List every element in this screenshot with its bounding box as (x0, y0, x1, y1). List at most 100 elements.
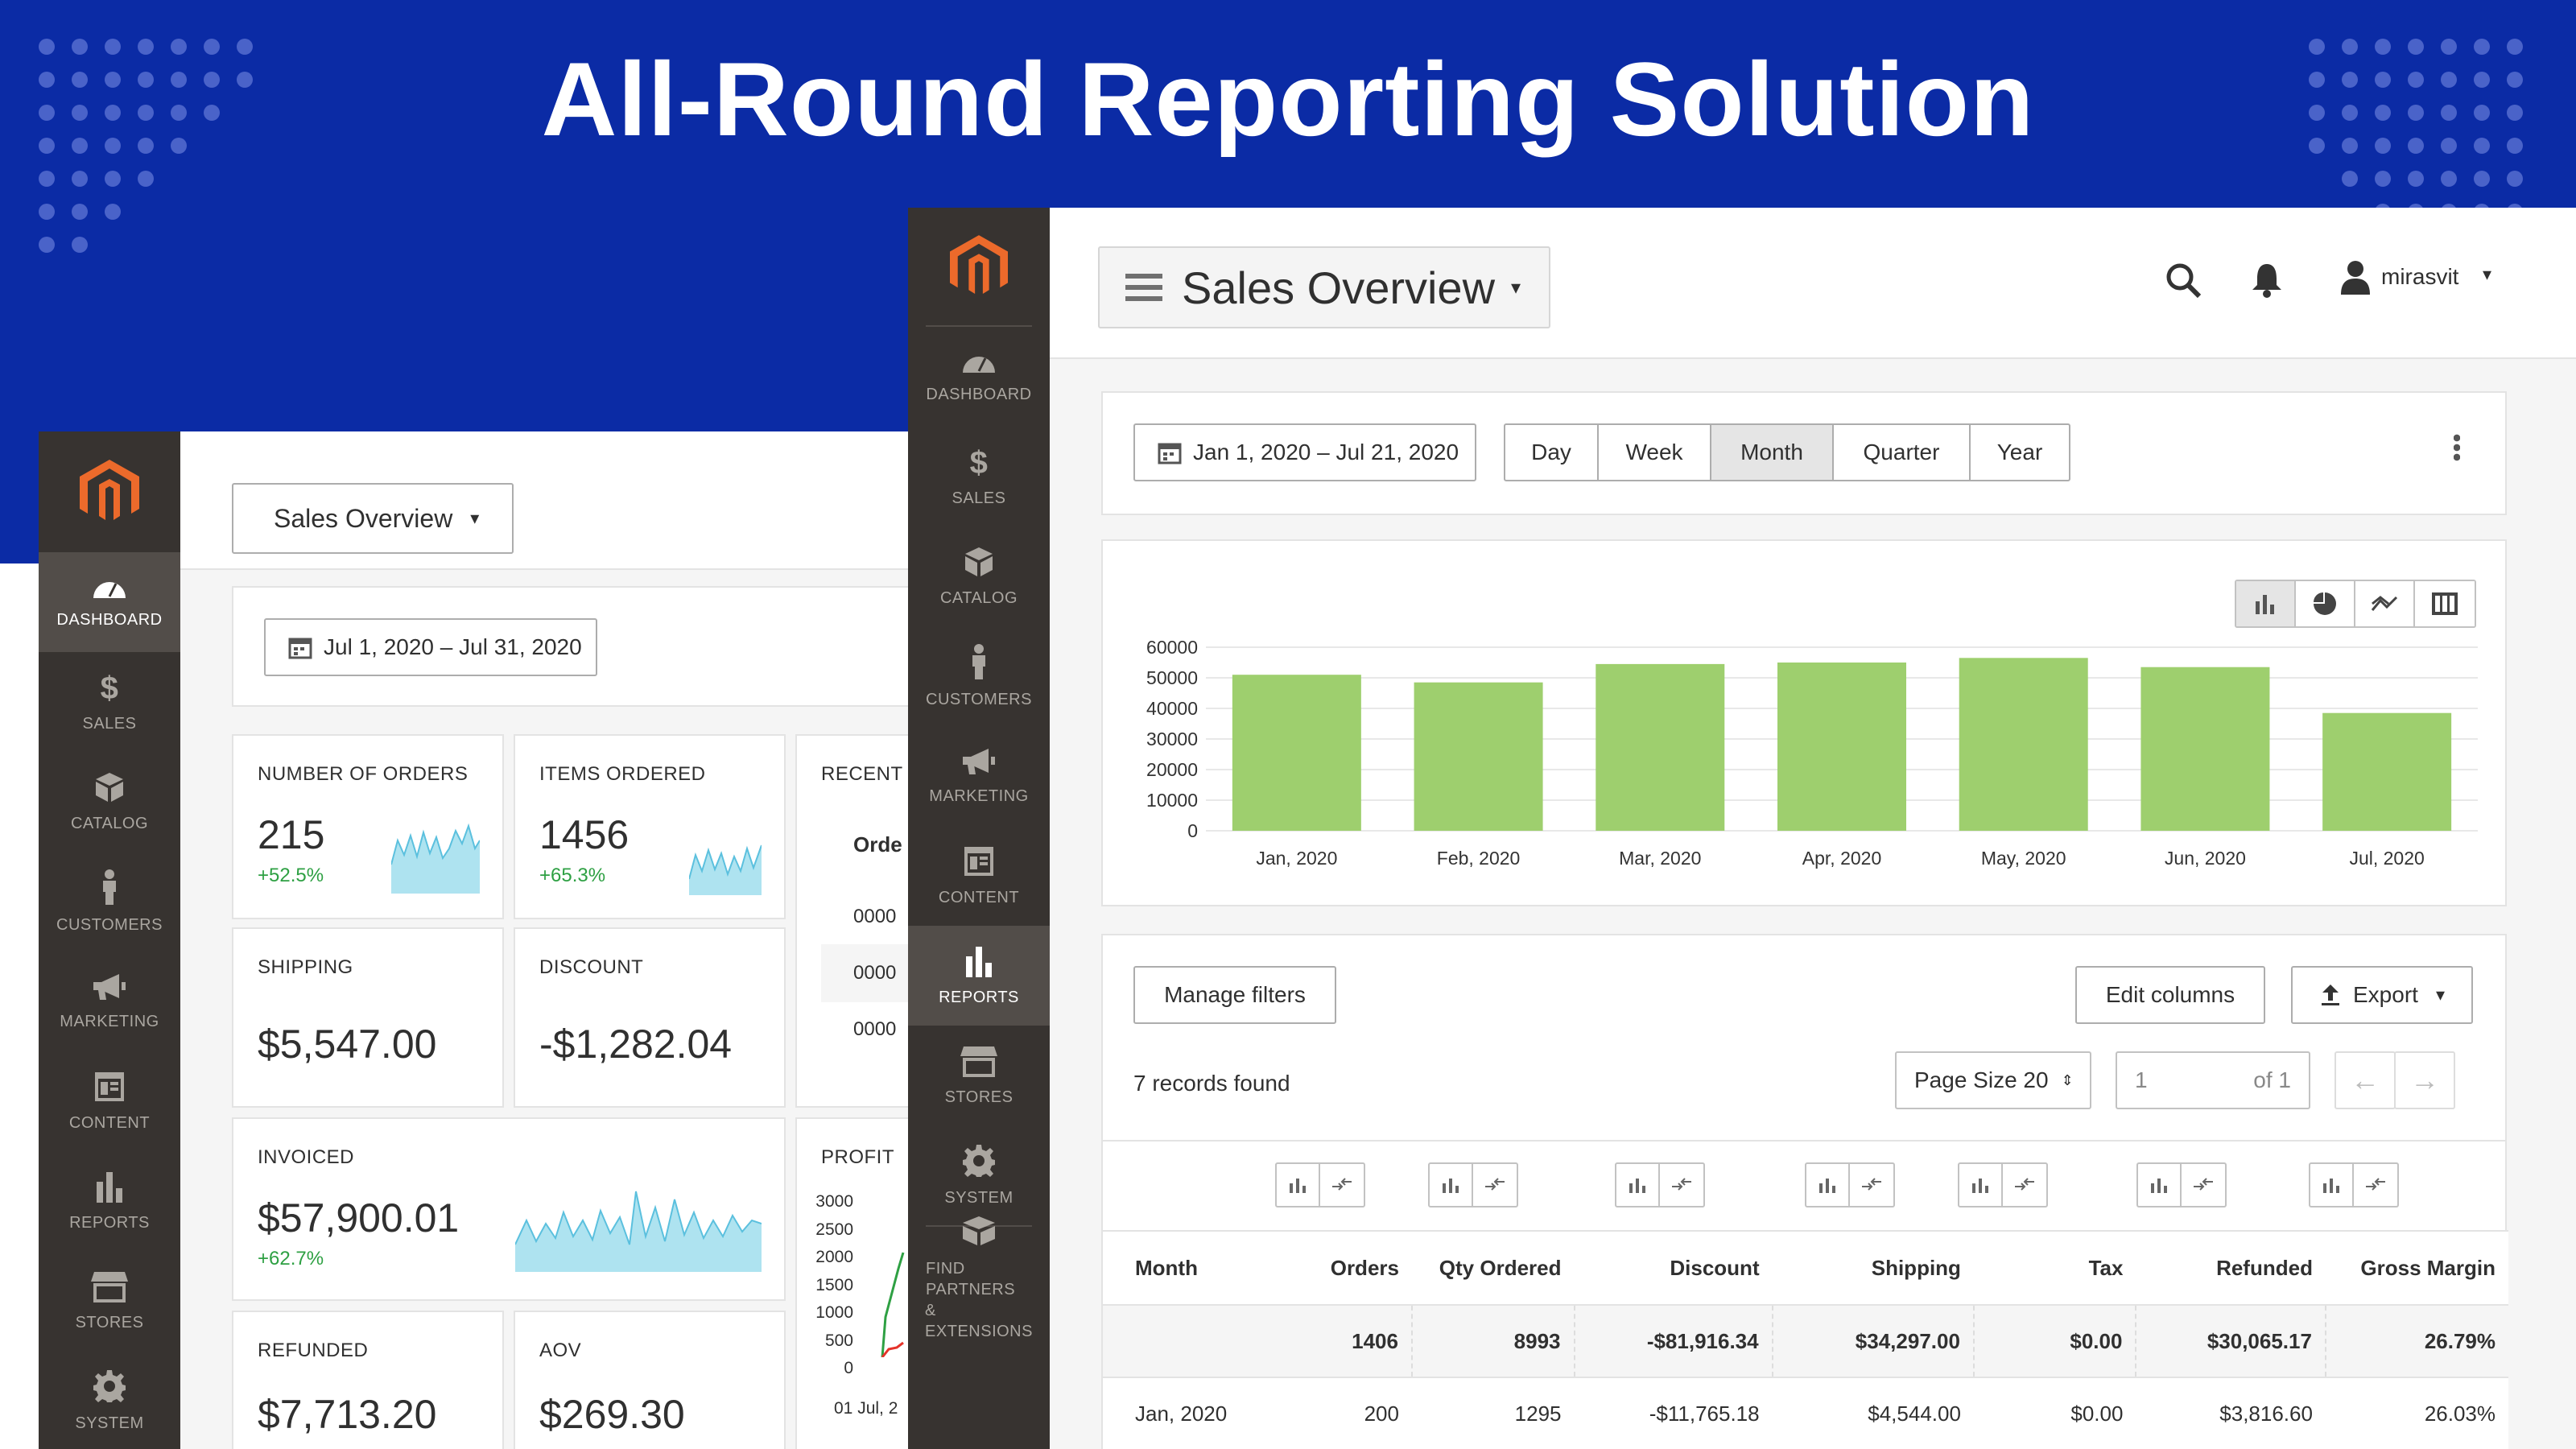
export-button[interactable]: Export ▾ (2291, 966, 2473, 1024)
nav-item-reports[interactable]: REPORTS (908, 926, 1050, 1026)
nav-item-dashboard[interactable]: DASHBOARD (39, 552, 180, 652)
nav-item-customers[interactable]: CUSTOMERS (908, 626, 1050, 726)
compare-arrows-icon[interactable] (2182, 1164, 2225, 1206)
column-chart-icon[interactable] (1430, 1164, 1473, 1206)
nav-item-partners[interactable]: FIND PARTNERS & EXTENSIONS (925, 1216, 1032, 1340)
front-date-picker[interactable]: Jan 1, 2020 – Jul 21, 2020 (1133, 423, 1476, 481)
nav-item-dashboard[interactable]: DASHBOARD (908, 327, 1050, 427)
nav-item-catalog[interactable]: CATALOG (39, 752, 180, 852)
column-chart-icon[interactable] (1806, 1164, 1850, 1206)
compare-arrows-icon[interactable] (1850, 1164, 1893, 1206)
prev-page-button[interactable]: ← (2334, 1051, 2396, 1109)
column-header[interactable]: Refunded (2136, 1230, 2326, 1305)
more-options-icon[interactable] (2454, 433, 2460, 462)
table-view-icon[interactable] (2415, 581, 2475, 626)
bar-chart-icon (95, 1170, 124, 1208)
column-header[interactable]: Qty Ordered (1411, 1230, 1575, 1305)
bar-0[interactable] (1232, 675, 1361, 831)
bar-5[interactable] (2140, 667, 2270, 831)
card-value: -$1,282.04 (539, 1022, 733, 1067)
card-items-ordered[interactable]: ITEMS ORDERED 1456 +65.3% (514, 734, 786, 919)
bar-2[interactable] (1596, 663, 1725, 831)
compare-arrows-icon[interactable] (2354, 1164, 2397, 1206)
back-title-dropdown[interactable]: Sales Overview ▾ (232, 483, 514, 554)
recent-row[interactable]: 0000 (853, 1018, 897, 1040)
bell-icon[interactable] (2251, 262, 2283, 298)
column-header[interactable]: Gross Margin (2325, 1230, 2508, 1305)
bar-chart-icon[interactable] (2236, 581, 2296, 626)
column-chart-icon[interactable] (1959, 1164, 2003, 1206)
table-cell: 1295 (1411, 1377, 1575, 1449)
column-header[interactable]: Orders (1283, 1230, 1412, 1305)
nav-item-content[interactable]: CONTENT (908, 826, 1050, 926)
table-cell: 26.03% (2325, 1377, 2508, 1449)
period-day[interactable]: Day (1505, 425, 1599, 480)
nav-item-customers[interactable]: CUSTOMERS (39, 852, 180, 952)
decor-dot (2375, 39, 2391, 55)
card-invoiced[interactable]: INVOICED $57,900.01 +62.7% (232, 1117, 786, 1301)
next-page-button[interactable]: → (2394, 1051, 2455, 1109)
column-chart-icon[interactable] (2310, 1164, 2354, 1206)
column-header[interactable]: Tax (1973, 1230, 2136, 1305)
bar-6[interactable] (2322, 712, 2452, 831)
decor-dot (2408, 171, 2424, 187)
bar-1[interactable] (1414, 682, 1543, 831)
table-row[interactable]: Jan, 2020 200 1295 -$11,765.18 $4,544.00 $0.0… (1103, 1377, 2508, 1449)
card-shipping[interactable]: SHIPPING $5,547.00 (232, 927, 504, 1108)
page-size-select[interactable]: Page Size 20 ⇕ (1895, 1051, 2091, 1109)
magento-logo[interactable] (39, 431, 180, 552)
compare-arrows-icon[interactable] (1320, 1164, 1364, 1206)
period-quarter[interactable]: Quarter (1834, 425, 1971, 480)
nav-item-content[interactable]: CONTENT (39, 1051, 180, 1151)
pie-chart-icon[interactable] (2296, 581, 2355, 626)
bar-4[interactable] (1959, 658, 2088, 831)
edit-columns-button[interactable]: Edit columns (2075, 966, 2265, 1024)
nav-item-system[interactable]: SYSTEM (39, 1351, 180, 1449)
table-totals-row[interactable]: 1406 8993 -$81,916.34 $34,297.00 $0.00 $30,06… (1103, 1304, 2508, 1377)
period-year[interactable]: Year (1996, 440, 2043, 464)
nav-item-reports[interactable]: REPORTS (39, 1151, 180, 1251)
card-number-of-orders[interactable]: NUMBER OF ORDERS 215 +52.5% (232, 734, 504, 919)
decor-dot (2408, 138, 2424, 154)
period-week[interactable]: Week (1599, 425, 1711, 480)
nav-item-system[interactable]: SYSTEM (908, 1125, 1050, 1225)
card-recent-orders[interactable]: RECENT O Orde 0000 0000 0000 (795, 734, 916, 1108)
manage-filters-button[interactable]: Manage filters (1133, 966, 1336, 1024)
column-chart-icon[interactable] (1616, 1164, 1660, 1206)
period-month[interactable]: Month (1711, 425, 1834, 480)
card-profit[interactable]: PROFIT 3000 2500 2000 1500 1000 500 0 01 Jul, … (795, 1117, 916, 1449)
card-aov[interactable]: AOV $269.30 (514, 1311, 786, 1449)
compare-arrows-icon[interactable] (1660, 1164, 1703, 1206)
column-header[interactable]: Month (1103, 1230, 1284, 1305)
nav-item-marketing[interactable]: MARKETING (908, 726, 1050, 826)
line-chart-icon[interactable] (2355, 581, 2415, 626)
recent-row[interactable]: 0000 (853, 906, 897, 927)
nav-item-sales[interactable]: $ SALES (908, 427, 1050, 526)
page-number-input[interactable]: 1 of 1 (2116, 1051, 2310, 1109)
bar-3[interactable] (1777, 663, 1906, 831)
compare-arrows-icon[interactable] (2003, 1164, 2046, 1206)
compare-arrows-icon[interactable] (1473, 1164, 1517, 1206)
nav-item-stores[interactable]: STORES (39, 1251, 180, 1351)
nav-item-marketing[interactable]: MARKETING (39, 952, 180, 1051)
profit-yaxis: 3000 2500 2000 1500 1000 500 0 (805, 1188, 853, 1383)
nav-item-stores[interactable]: STORES (908, 1026, 1050, 1125)
search-icon[interactable] (2164, 261, 2202, 299)
user-caret-icon[interactable]: ▾ (2483, 264, 2492, 284)
card-refunded[interactable]: REFUNDED $7,713.20 (232, 1311, 504, 1449)
nav-item-sales[interactable]: $ SALES (39, 652, 180, 752)
card-discount[interactable]: DISCOUNT -$1,282.04 (514, 927, 786, 1108)
nav-item-catalog[interactable]: CATALOG (908, 526, 1050, 626)
column-chart-icon[interactable] (2138, 1164, 2182, 1206)
back-date-picker[interactable]: Jul 1, 2020 – Jul 31, 2020 (264, 618, 597, 676)
column-header[interactable]: Shipping (1772, 1230, 1974, 1305)
bar-chart-icon (964, 945, 993, 982)
user-icon[interactable] (2339, 259, 2372, 295)
magento-logo[interactable] (926, 208, 1032, 327)
recent-row[interactable]: 0000 (821, 944, 916, 1002)
front-title-dropdown[interactable]: Sales Overview ▾ (1098, 246, 1550, 328)
column-header[interactable]: Discount (1574, 1230, 1773, 1305)
decor-dot (138, 39, 154, 55)
user-name[interactable]: mirasvit (2381, 264, 2459, 289)
column-chart-icon[interactable] (1277, 1164, 1320, 1206)
